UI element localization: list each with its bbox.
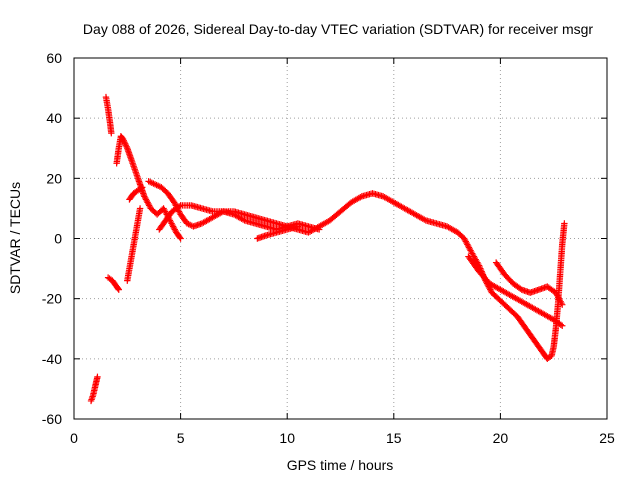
x-tick-label: 5 [177, 430, 185, 446]
data-point-marker [559, 322, 566, 329]
data-points [87, 93, 568, 405]
series-track-b [102, 93, 115, 137]
y-tick-label: -20 [42, 291, 62, 307]
data-point-marker [94, 373, 101, 381]
y-tick-label: 40 [46, 110, 62, 126]
y-tick-label: -60 [42, 411, 62, 427]
x-tick-label: 25 [599, 430, 615, 446]
y-tick-label: 0 [54, 231, 62, 247]
data-point-marker [517, 285, 524, 292]
data-point-marker [121, 139, 128, 146]
x-tick-label: 0 [70, 430, 78, 446]
series-track-h [156, 202, 323, 233]
data-point-marker [121, 140, 129, 147]
y-tick-label: -40 [42, 351, 62, 367]
data-point-marker [175, 203, 183, 210]
data-point-marker [122, 142, 130, 149]
series-track-c [104, 274, 122, 293]
series-track-i [254, 223, 302, 242]
y-tick-labels: -60 -40 -20 0 20 40 60 [42, 50, 62, 427]
data-point-marker [177, 235, 184, 242]
data-point-marker [115, 286, 122, 293]
x-tick-label: 10 [279, 430, 295, 446]
data-point-marker [176, 234, 183, 241]
series-track-a [87, 373, 101, 405]
x-tick-labels: 0 5 10 15 20 25 [70, 430, 615, 446]
chart-title: Day 088 of 2026, Sidereal Day-to-day VTE… [83, 21, 593, 37]
data-point-marker [557, 321, 565, 328]
data-point-marker [558, 299, 565, 307]
y-tick-label: 20 [46, 170, 62, 186]
data-point-marker [315, 226, 323, 233]
x-axis-label: GPS time / hours [287, 457, 394, 473]
series-track-d [113, 133, 184, 242]
data-point-marker [357, 194, 364, 201]
series-track-e [124, 205, 144, 284]
plot-frame [73, 57, 608, 420]
data-point-marker [421, 216, 428, 223]
data-point-marker [239, 216, 247, 223]
grid-lines [74, 58, 607, 419]
x-tick-label: 20 [493, 430, 509, 446]
axis-ticks [73, 57, 608, 420]
series-track-f [126, 184, 146, 203]
data-point-marker [108, 130, 115, 137]
data-point-marker [294, 223, 302, 230]
data-point-marker [559, 301, 566, 308]
data-point-marker [137, 185, 145, 192]
data-point-marker [120, 137, 127, 144]
data-point-marker [139, 184, 146, 191]
series-track-k [492, 259, 566, 308]
y-tick-label: 60 [46, 50, 62, 66]
x-tick-label: 15 [386, 430, 402, 446]
series-track-j [465, 253, 566, 329]
data-point-marker [119, 136, 127, 143]
data-point-marker [561, 220, 568, 227]
data-point-marker [123, 143, 130, 150]
data-point-marker [136, 205, 144, 212]
y-axis-label: SDTVAR / TECUs [7, 182, 23, 294]
data-point-marker [114, 285, 122, 292]
